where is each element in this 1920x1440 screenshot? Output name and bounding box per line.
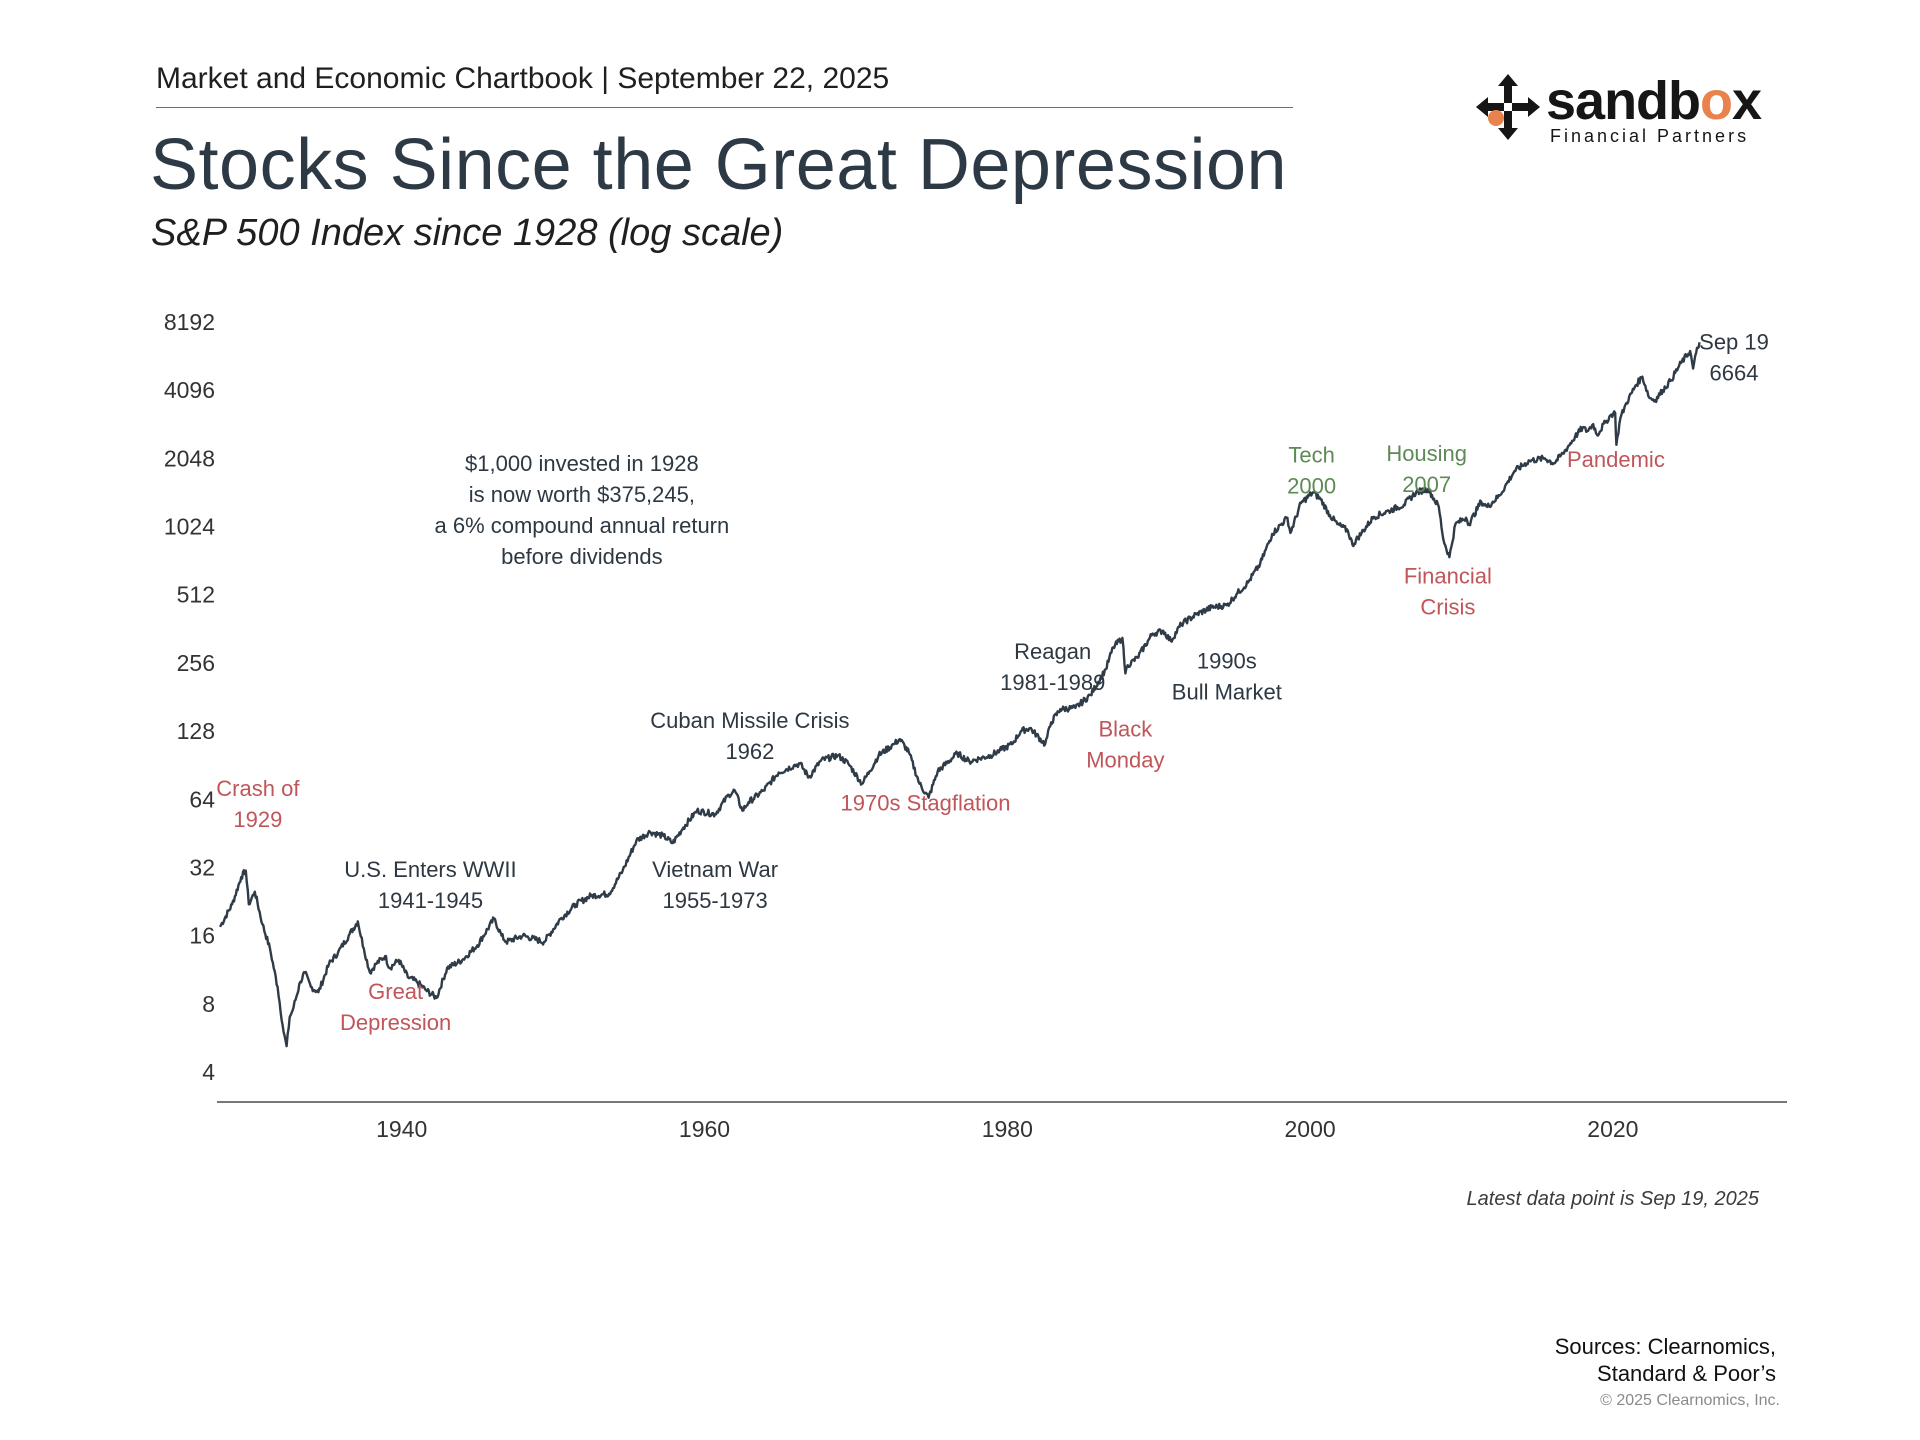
annotation-line: 6664: [1710, 360, 1759, 385]
logo-tagline: Financial Partners: [1550, 126, 1750, 146]
annotation-line: Bull Market: [1172, 679, 1282, 704]
x-tick-label: 1960: [679, 1116, 730, 1142]
annotation-line: a 6% compound annual return: [434, 513, 729, 538]
chart-annotation: Financial Crisis: [1404, 563, 1492, 619]
annotation-line: Monday: [1086, 748, 1164, 773]
annotation-line: Great: [368, 979, 423, 1004]
y-tick-label: 64: [189, 786, 215, 812]
annotation-line: Reagan: [1014, 639, 1091, 664]
latest-data-note: Latest data point is Sep 19, 2025: [1466, 1188, 1759, 1210]
y-tick-label: 128: [177, 718, 215, 744]
chartbook-header: Market and Economic Chartbook | Septembe…: [156, 62, 890, 95]
x-tick-label: 1940: [376, 1116, 427, 1142]
y-tick-label: 4: [202, 1059, 215, 1085]
sandbox-logo: sandbox Financial Partners: [1476, 71, 1766, 152]
y-tick-label: 4096: [164, 377, 215, 403]
y-tick-label: 512: [177, 582, 215, 608]
annotation-line: 1941-1945: [378, 888, 483, 913]
chart-annotation: Vietnam War 1955-1973: [652, 857, 778, 913]
y-tick-label: 1024: [164, 514, 215, 540]
annotation-line: 1990s: [1197, 648, 1257, 673]
y-tick-label: 16: [189, 923, 215, 949]
x-tick-label: 2020: [1587, 1116, 1638, 1142]
annotation-line: 1981-1989: [1000, 670, 1105, 695]
chart-annotation: 1970s Stagflation: [841, 791, 1011, 816]
chart-annotation: U.S. Enters WWII 1941-1945: [344, 857, 516, 913]
annotation-line: Crisis: [1420, 594, 1475, 619]
y-tick-label: 8192: [164, 309, 215, 335]
x-axis: 1940 1960 1980 2000 2020: [376, 1116, 1638, 1142]
chart-annotation: Pandemic: [1567, 447, 1665, 472]
annotation-line: $1,000 invested in 1928: [465, 451, 699, 476]
x-tick-label: 2000: [1285, 1116, 1336, 1142]
header-divider: [156, 107, 1293, 108]
annotation-line: 1970s Stagflation: [841, 791, 1011, 816]
y-axis: 4 8 16 32 64 128 256 512 1024 2048 4096 8192: [164, 309, 215, 1085]
annotation-line: is now worth $375,245,: [469, 482, 695, 507]
chart-annotation: Housing 2007: [1386, 441, 1467, 497]
annotation-line: Vietnam War: [652, 857, 778, 882]
chart-annotation: $1,000 invested in 1928 is now worth $375…: [434, 451, 729, 569]
annotation-line: Cuban Missile Crisis: [650, 708, 849, 733]
x-tick-label: 1980: [982, 1116, 1033, 1142]
annotation-line: U.S. Enters WWII: [344, 857, 516, 882]
annotation-line: Tech: [1288, 443, 1334, 468]
annotation-line: Crash of: [216, 776, 300, 801]
annotation-line: 1962: [725, 739, 774, 764]
annotation-line: 2000: [1287, 474, 1336, 499]
chart-annotation: Black Monday: [1086, 717, 1164, 773]
move-arrows-icon: [1476, 74, 1540, 140]
annotation-line: 1929: [233, 807, 282, 832]
annotation-line: Sep 19: [1699, 329, 1769, 354]
y-tick-label: 8: [202, 991, 215, 1017]
annotation-line: 2007: [1402, 472, 1451, 497]
chart-annotation: Tech 2000: [1287, 443, 1336, 499]
chart-annotation: Sep 19 6664: [1699, 329, 1769, 385]
annotation-line: Black: [1098, 717, 1153, 742]
sources-line-2: Standard & Poor’s: [1597, 1361, 1776, 1386]
chart-annotation: Cuban Missile Crisis 1962: [650, 708, 849, 764]
sp500-series-line: [218, 342, 1701, 1048]
annotation-line: Pandemic: [1567, 447, 1665, 472]
annotation-line: 1955-1973: [662, 888, 767, 913]
page-subtitle: S&P 500 Index since 1928 (log scale): [151, 212, 784, 254]
copyright: © 2025 Clearnomics, Inc.: [1600, 1392, 1780, 1409]
chart-annotation: Reagan 1981-1989: [1000, 639, 1105, 695]
sources: Sources: Clearnomics, Standard & Poor’s: [1555, 1333, 1776, 1387]
annotation-line: Depression: [340, 1010, 451, 1035]
annotation-line: Financial: [1404, 563, 1492, 588]
logo-wordmark: sandbox: [1546, 71, 1762, 131]
page-title: Stocks Since the Great Depression: [150, 125, 1288, 205]
chart-annotation: Great Depression: [340, 979, 451, 1035]
y-tick-label: 256: [177, 650, 215, 676]
annotation-line: before dividends: [501, 544, 662, 569]
y-tick-label: 2048: [164, 445, 215, 471]
annotation-line: Housing: [1386, 441, 1467, 466]
sources-line-1: Sources: Clearnomics,: [1554, 1334, 1776, 1359]
chart-annotation: 1990s Bull Market: [1172, 648, 1282, 704]
chart-annotations: Crash of 1929 Great Depression U.S. Enters W…: [216, 329, 1769, 1035]
y-tick-label: 32: [189, 854, 215, 880]
chart-annotation: Crash of 1929: [216, 776, 300, 832]
